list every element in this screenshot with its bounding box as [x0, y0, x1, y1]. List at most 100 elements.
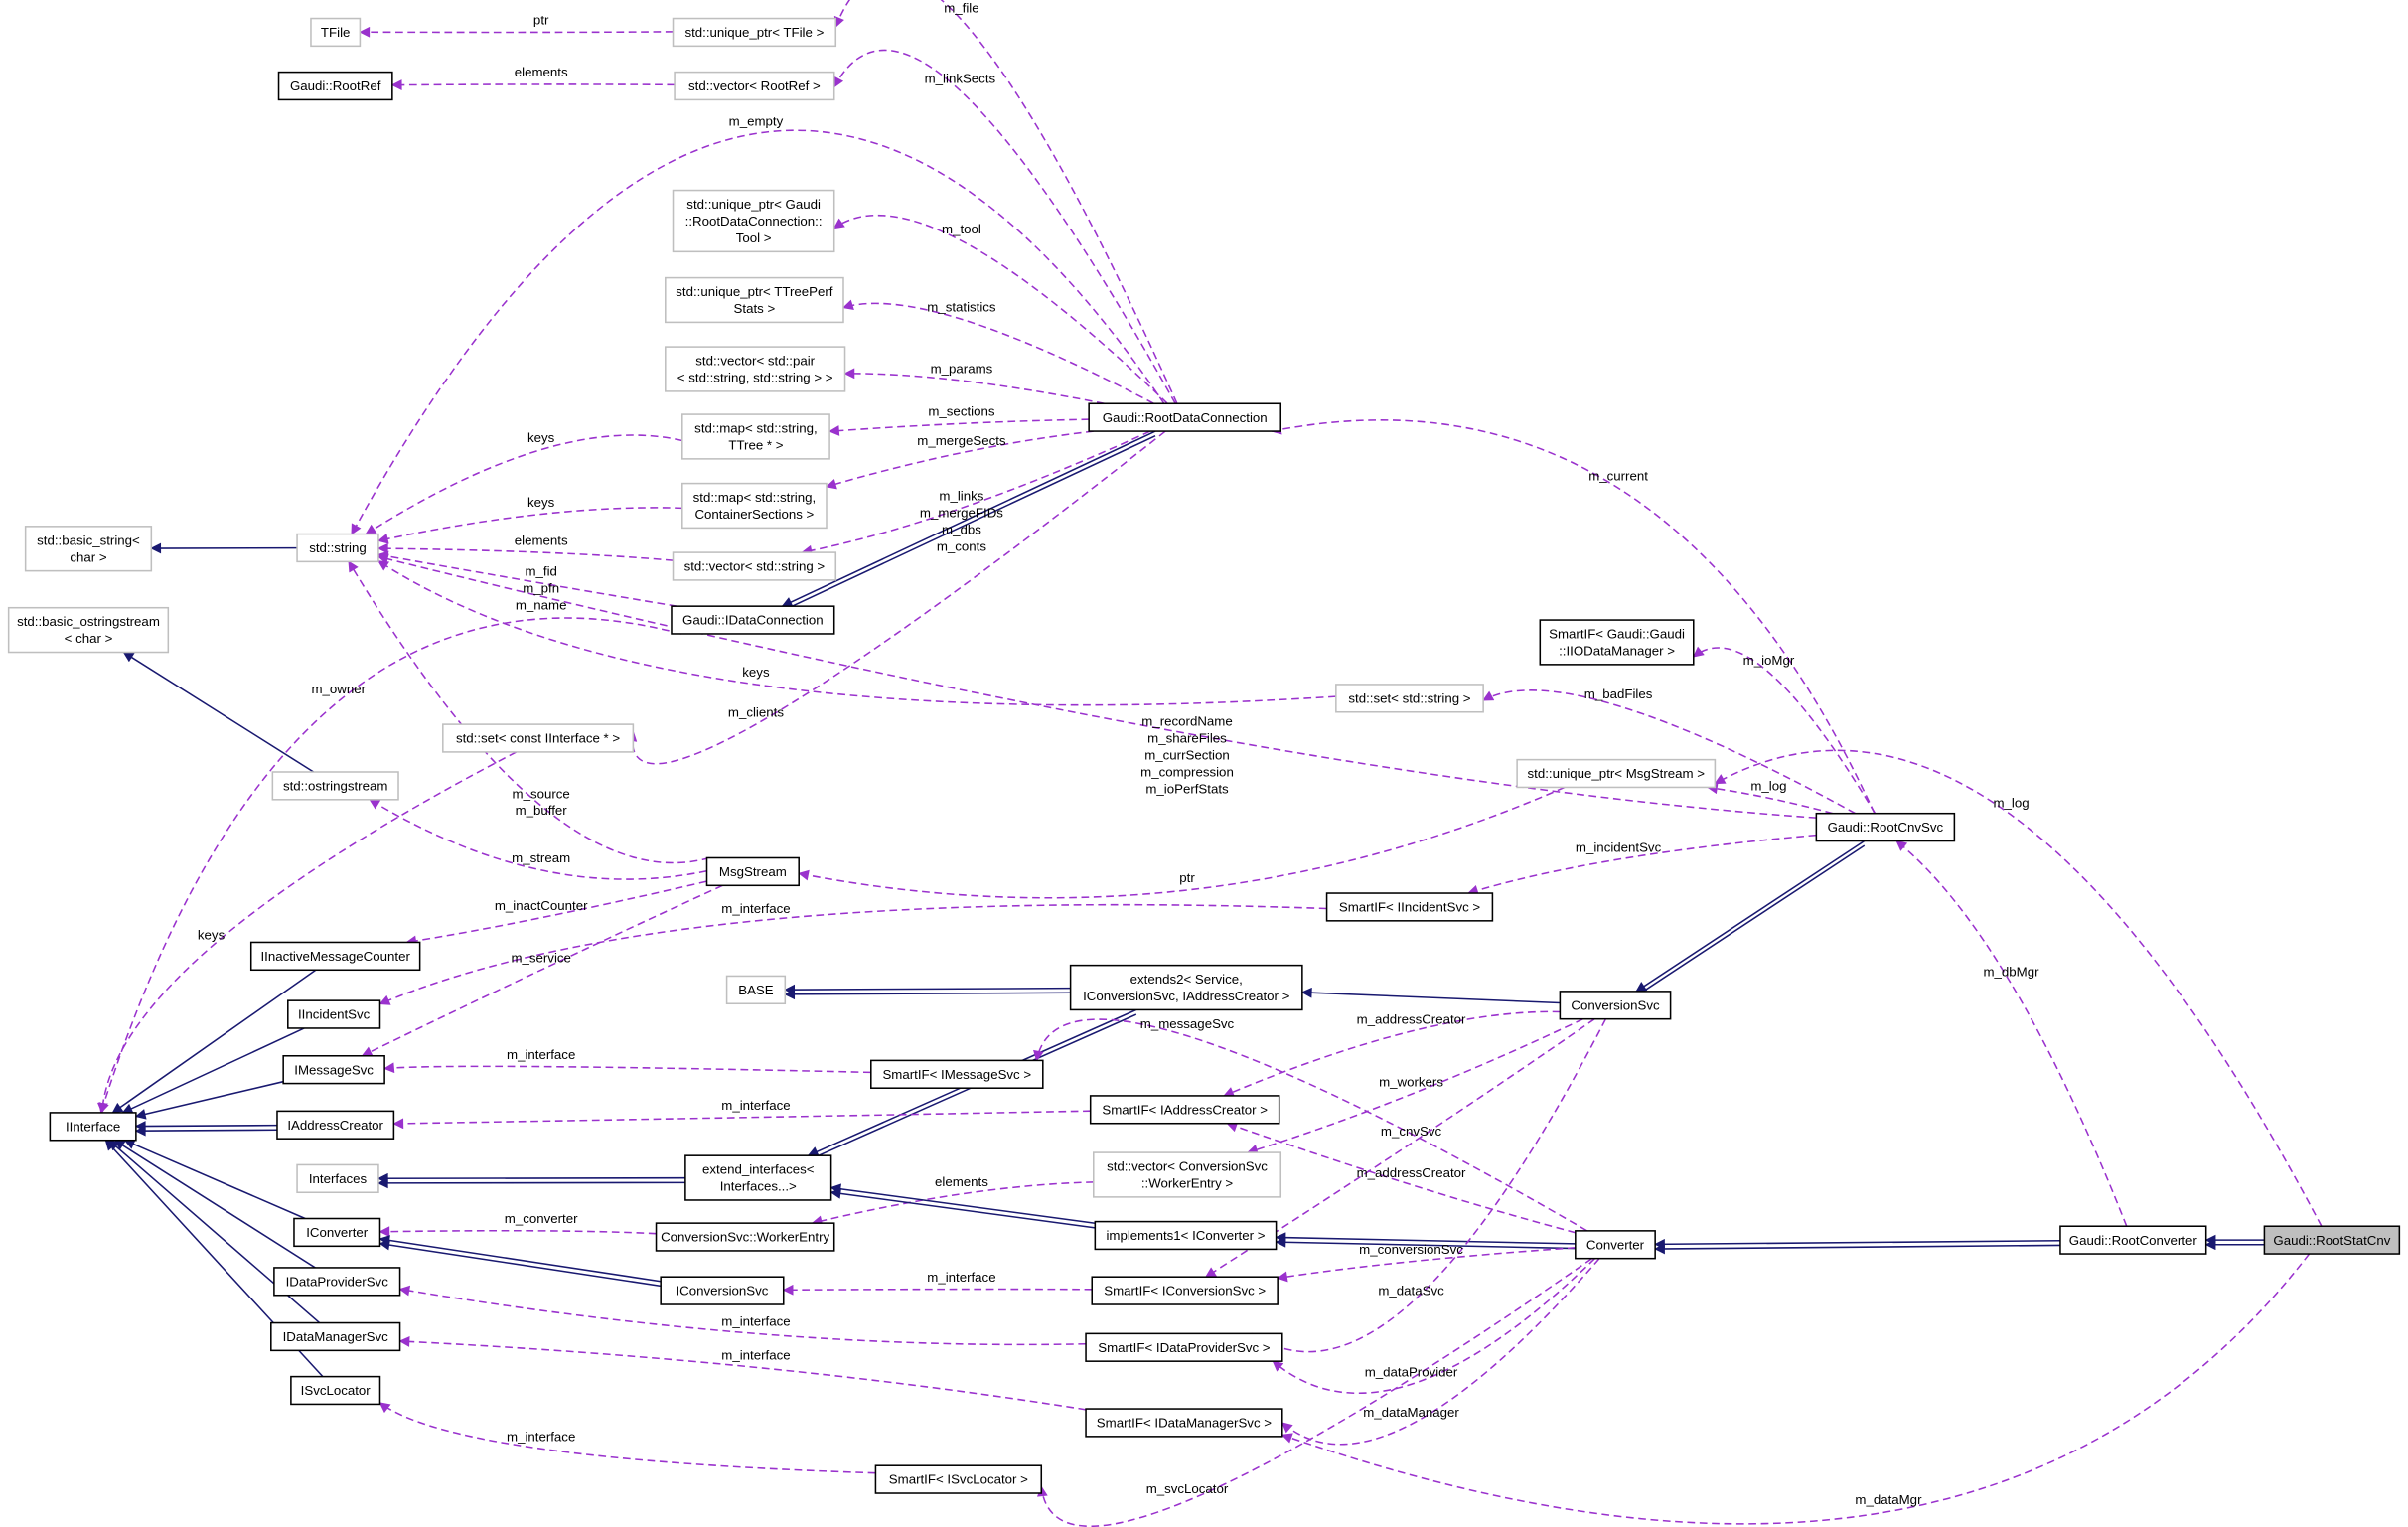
node-label: Gaudi::RootRef — [290, 78, 381, 93]
class-node-oss[interactable]: std::ostringstream — [271, 771, 399, 801]
class-node-ISvcLocator[interactable]: ISvcLocator — [290, 1375, 381, 1406]
class-node-TFile[interactable]: TFile — [310, 17, 362, 48]
inheritance-edge-ConversionSvc-to-extends2 — [1300, 987, 1561, 1004]
usage-edge-RootConverter-to-RootCnvSvc — [1895, 840, 2128, 1227]
class-node-basicString[interactable]: std::basic_string<char > — [24, 526, 153, 572]
class-node-siCnv[interactable]: SmartIF< IConversionSvc > — [1091, 1276, 1279, 1305]
class-node-siAddr[interactable]: SmartIF< IAddressCreator > — [1089, 1095, 1280, 1125]
class-node-setString[interactable]: std::set< std::string > — [1335, 684, 1484, 713]
class-node-WorkerEntry[interactable]: ConversionSvc::WorkerEntry — [655, 1222, 835, 1252]
inheritance-edge-extendIf-to-Interfaces — [376, 1172, 685, 1184]
node-box — [293, 1217, 381, 1248]
edge-label: m_source — [513, 786, 570, 801]
class-node-IInterface[interactable]: IInterface — [49, 1112, 137, 1142]
class-node-RootRef[interactable]: Gaudi::RootRef — [277, 71, 393, 101]
edge-label: m_interface — [507, 1429, 575, 1444]
class-node-vecPair[interactable]: std::vector< std::pair< std::string, std… — [665, 346, 846, 392]
usage-edge-RootStatCnv-to-uptrMsg — [1714, 749, 2323, 1227]
class-node-IAddressCreator[interactable]: IAddressCreator — [276, 1110, 395, 1140]
class-node-IIncidentSvc[interactable]: IIncidentSvc — [287, 999, 381, 1029]
class-node-RootStatCnv[interactable]: Gaudi::RootStatCnv — [2263, 1225, 2401, 1255]
node-box — [870, 1059, 1044, 1089]
node-label: IConverter — [306, 1225, 369, 1240]
node-label: IDataManagerSvc — [283, 1329, 389, 1344]
node-label: Gaudi::RootStatCnv — [2273, 1233, 2390, 1248]
edge-label: m_incidentSvc — [1576, 840, 1662, 854]
class-node-MsgStream[interactable]: MsgStream — [705, 856, 800, 887]
class-node-vecRootRef[interactable]: std::vector< RootRef > — [674, 71, 835, 101]
class-node-IDataProviderSvc[interactable]: IDataProviderSvc — [273, 1267, 401, 1297]
node-box — [290, 1375, 381, 1406]
node-box — [1559, 991, 1672, 1020]
edge-label: m_sections — [928, 404, 994, 419]
class-node-siIncident[interactable]: SmartIF< IIncidentSvc > — [1325, 892, 1494, 922]
usage-edge-siDP-to-IDataProviderSvc — [398, 1285, 1087, 1346]
class-node-IMessageSvc[interactable]: IMessageSvc — [282, 1054, 385, 1085]
node-label: ISvcLocator — [301, 1383, 372, 1398]
class-node-siDM[interactable]: SmartIF< IDataManagerSvc > — [1085, 1408, 1283, 1438]
node-label: IInactiveMessageCounter — [260, 949, 410, 964]
edge-label: m_interface — [721, 1348, 790, 1363]
edge-label: m_buffer — [516, 803, 568, 818]
class-node-siSvcLoc[interactable]: SmartIF< ISvcLocator > — [874, 1464, 1043, 1494]
edge-label: m_dbMgr — [1984, 964, 2040, 979]
class-node-uptrMsg[interactable]: std::unique_ptr< MsgStream > — [1516, 758, 1717, 789]
usage-edge-RDC-to-vecRootRef — [833, 49, 1176, 404]
class-node-RootCnvSvc[interactable]: Gaudi::RootCnvSvc — [1815, 812, 1956, 842]
edge-label: m_interface — [507, 1047, 575, 1062]
class-node-siIODataMgr[interactable]: SmartIF< Gaudi::Gaudi::IIODataManager > — [1539, 619, 1695, 666]
class-node-IDataManagerSvc[interactable]: IDataManagerSvc — [270, 1321, 401, 1352]
edge-label: m_service — [511, 951, 570, 966]
class-node-mapTTree[interactable]: std::map< std::string,TTree * > — [681, 413, 830, 460]
node-box — [282, 1054, 385, 1085]
edge-label: m_badFiles — [1584, 687, 1653, 701]
class-node-vecWorker[interactable]: std::vector< ConversionSvc::WorkerEntry … — [1093, 1151, 1282, 1198]
edge-label: keys — [527, 495, 555, 510]
inheritance-edge-IConversionSvc-to-IConverter — [378, 1239, 662, 1288]
class-node-extendIf[interactable]: extend_interfaces< Interfaces...> — [684, 1154, 832, 1201]
node-label: std::unique_ptr< Gaudi — [686, 197, 821, 212]
edge-label: m_dataProvider — [1365, 1365, 1458, 1380]
node-label: char > — [70, 549, 106, 564]
edge-label: m_dataManager — [1363, 1405, 1459, 1420]
class-node-basicOss[interactable]: std::basic_ostringstream< char > — [7, 606, 170, 654]
usage-edge-Converter-to-siDM — [1280, 1258, 1600, 1446]
usage-edge-Converter-to-siMsg — [1033, 1018, 1588, 1232]
class-node-setIInterface[interactable]: std::set< const IInterface * > — [442, 723, 635, 753]
node-label: ::RootDataConnection:: — [685, 214, 823, 229]
class-node-ConversionSvc[interactable]: ConversionSvc — [1559, 991, 1672, 1020]
class-node-IDataConn[interactable]: Gaudi::IDataConnection — [671, 605, 835, 635]
class-node-IConverter[interactable]: IConverter — [293, 1217, 381, 1248]
usage-edge-MsgStream-to-IInactive — [405, 880, 707, 947]
node-label: Gaudi::RootDataConnection — [1103, 410, 1268, 425]
class-node-BASE[interactable]: BASE — [725, 975, 787, 1005]
class-node-Converter[interactable]: Converter — [1575, 1230, 1656, 1260]
class-node-uptrTool[interactable]: std::unique_ptr< Gaudi::RootDataConnecti… — [672, 189, 835, 253]
class-node-impl1[interactable]: implements1< IConverter > — [1094, 1220, 1278, 1251]
node-box — [310, 17, 362, 48]
class-node-vecString[interactable]: std::vector< std::string > — [672, 551, 837, 581]
edge-label: m_interface — [721, 1098, 790, 1113]
class-node-IInactive[interactable]: IInactiveMessageCounter — [249, 941, 421, 972]
class-node-siDP[interactable]: SmartIF< IDataProviderSvc > — [1085, 1332, 1283, 1362]
class-node-siMsg[interactable]: SmartIF< IMessageSvc > — [870, 1059, 1044, 1089]
class-node-RDC[interactable]: Gaudi::RootDataConnection — [1088, 402, 1282, 432]
class-node-extends2[interactable]: extends2< Service, IConversionSvc, IAddre… — [1069, 964, 1303, 1011]
class-node-mapCont[interactable]: std::map< std::string,ContainerSections … — [681, 482, 828, 530]
edge-label: ptr — [1179, 870, 1195, 885]
class-node-stdString[interactable]: std::string — [296, 533, 379, 563]
edge-label: m_shareFiles — [1147, 731, 1227, 746]
edge-label: m_empty — [729, 114, 784, 129]
class-node-uptrTFile[interactable]: std::unique_ptr< TFile > — [672, 17, 837, 48]
edge-label: m_current — [1588, 468, 1648, 483]
node-box — [270, 1321, 401, 1352]
class-node-Interfaces[interactable]: Interfaces — [296, 1163, 379, 1194]
node-label: IConversionSvc — [677, 1284, 769, 1298]
edge-label: m_ioMgr — [1743, 653, 1795, 668]
node-box — [2263, 1225, 2401, 1255]
usage-edge-mapTTree-to-stdString — [365, 434, 682, 535]
node-label: SmartIF< Gaudi::Gaudi — [1549, 627, 1685, 642]
class-node-IConversionSvc[interactable]: IConversionSvc — [660, 1276, 785, 1305]
class-node-RootConverter[interactable]: Gaudi::RootConverter — [2059, 1225, 2207, 1255]
